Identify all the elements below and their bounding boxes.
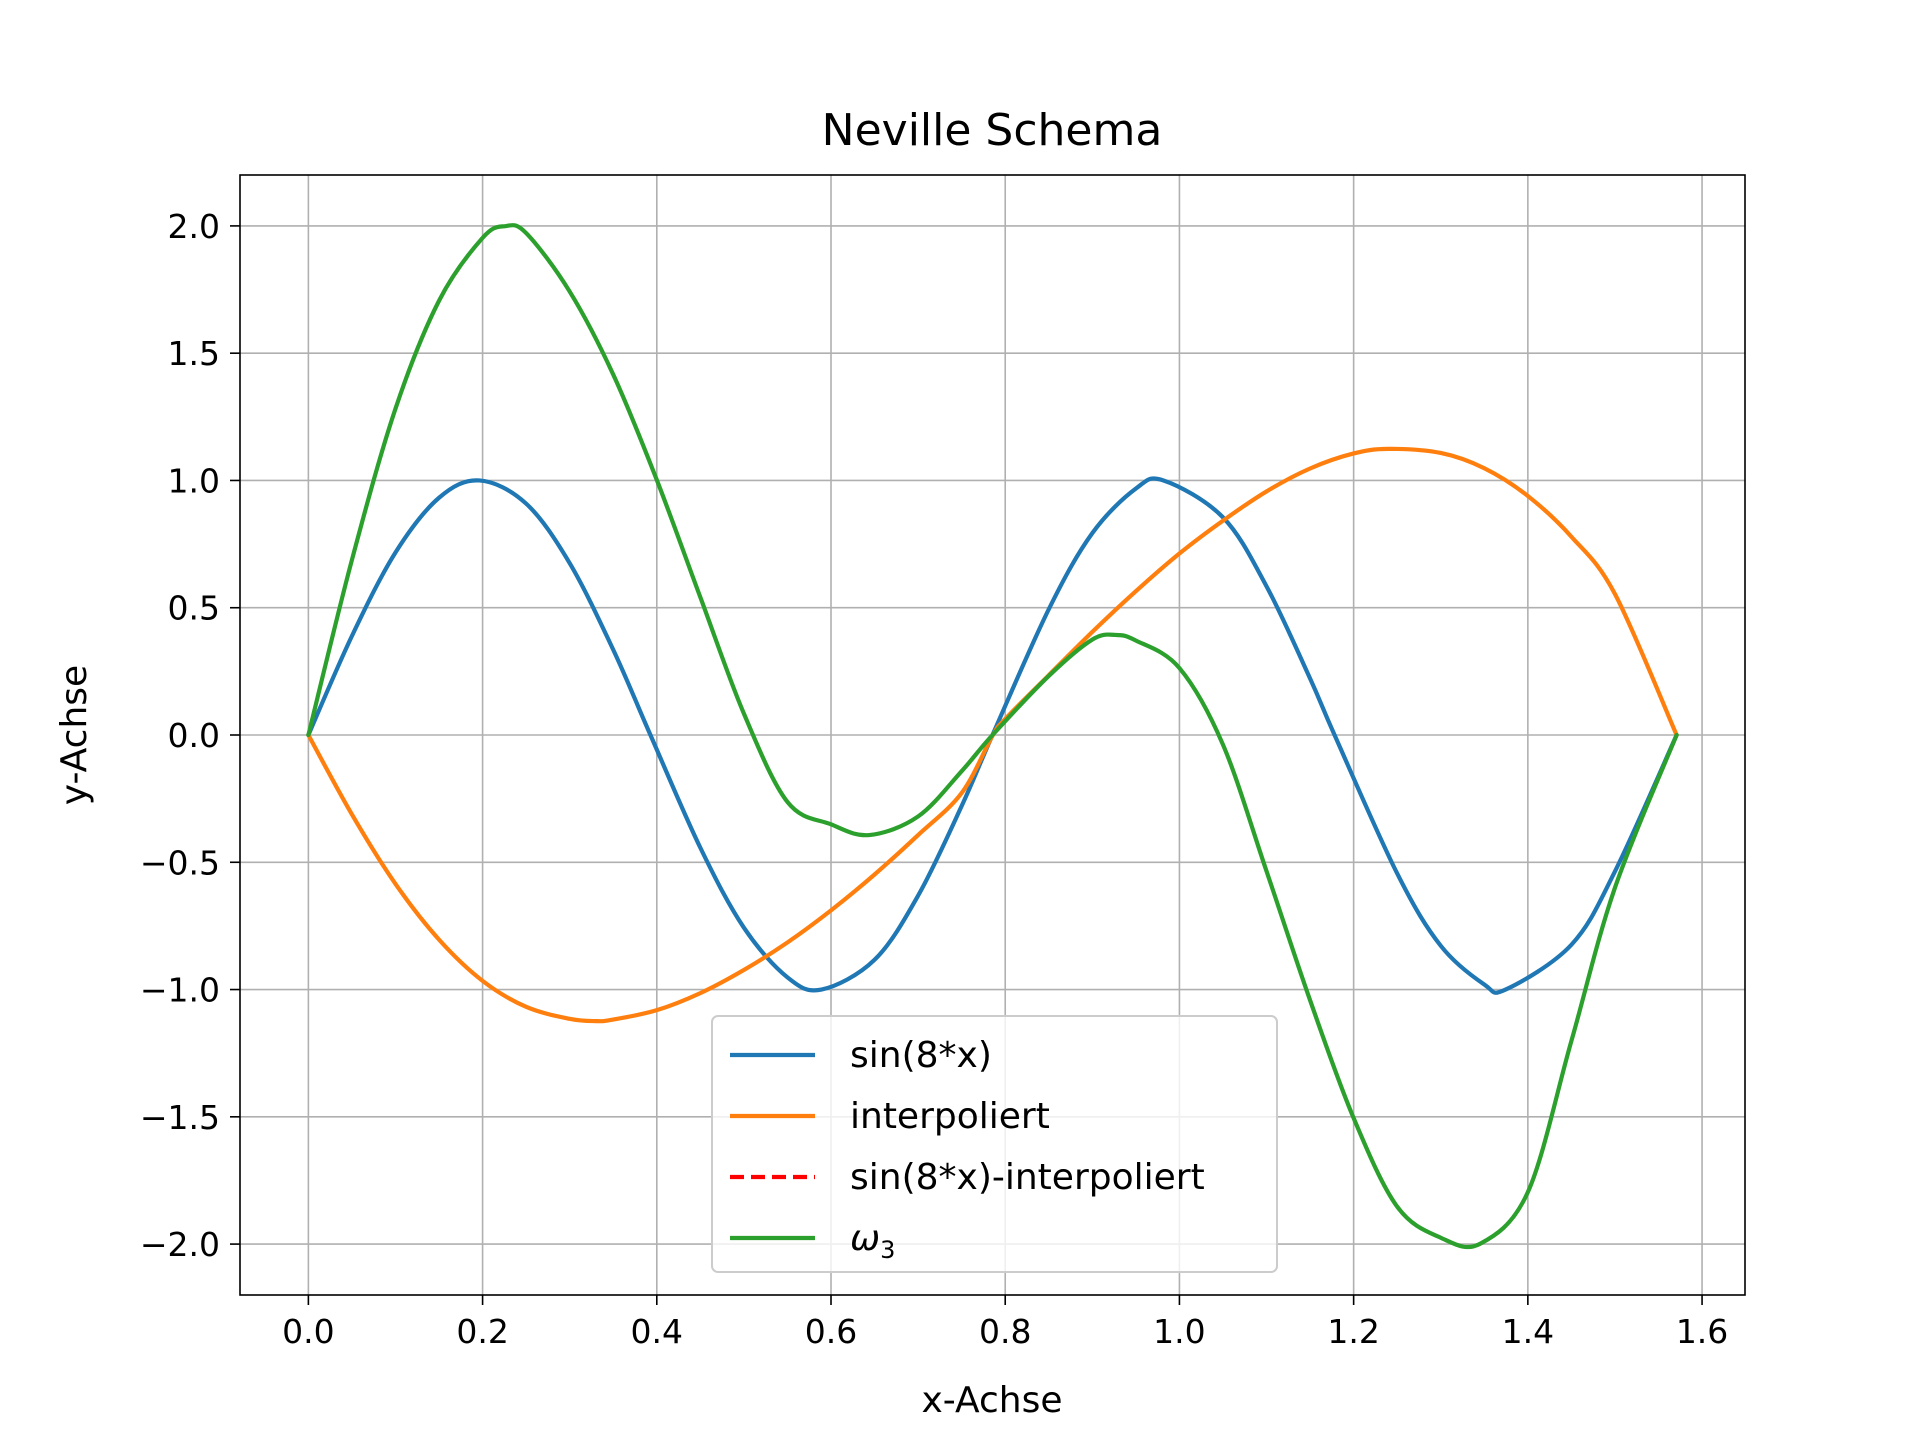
y-axis-ticks: 2.0 1.5 1.0 0.5 0.0 −0.5 −1.0 −1.5 −2.0 [140, 207, 240, 1264]
y-tick-label: 0.5 [168, 589, 220, 628]
x-tick-label: 1.2 [1327, 1312, 1379, 1351]
legend-label-1: sin(8*x) [850, 1035, 992, 1076]
x-tick-label: 0.4 [631, 1312, 683, 1351]
y-tick-label: 0.0 [168, 716, 220, 755]
legend-box [711, 1015, 1278, 1273]
legend-label-3: sin(8*x)-interpoliert [850, 1157, 1205, 1198]
x-tick-label: 1.6 [1676, 1312, 1728, 1351]
x-tick-label: 0.2 [456, 1312, 508, 1351]
x-tick-label: 0.0 [282, 1312, 334, 1351]
x-axis-ticks: 0.0 0.2 0.4 0.6 0.8 1.0 1.2 1.4 1.6 [282, 1295, 1728, 1351]
plot-series [306, 223, 1679, 1250]
legend-label-2: interpoliert [850, 1096, 1050, 1137]
legend: sin(8*x) interpoliert sin(8*x)-interpolier… [711, 1015, 1278, 1273]
x-tick-label: 1.4 [1502, 1312, 1554, 1351]
y-tick-label: −0.5 [140, 843, 220, 882]
x-tick-label: 0.8 [979, 1312, 1031, 1351]
series-line-2 [306, 446, 1679, 1024]
y-tick-label: −1.0 [140, 971, 220, 1010]
y-axis-label: y-Achse [54, 665, 95, 805]
y-tick-label: 1.0 [168, 461, 220, 500]
y-tick-label: 2.0 [168, 207, 220, 246]
x-axis-label: x-Achse [921, 1380, 1062, 1421]
series-line-4 [306, 223, 1679, 1250]
chart-title: Neville Schema [822, 105, 1163, 156]
y-tick-label: −1.5 [140, 1098, 220, 1137]
y-tick-label: 1.5 [168, 334, 220, 373]
x-tick-label: 0.6 [805, 1312, 857, 1351]
x-tick-label: 1.0 [1153, 1312, 1205, 1351]
y-tick-label: −2.0 [140, 1225, 220, 1264]
legend-label-4: ω3 [850, 1218, 895, 1264]
